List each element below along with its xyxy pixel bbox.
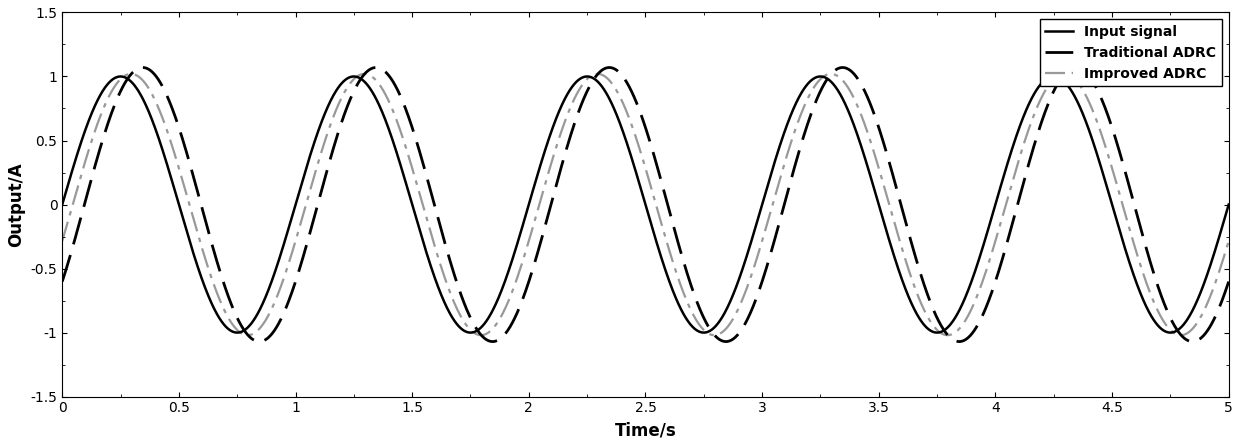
- Y-axis label: Output/A: Output/A: [7, 162, 25, 247]
- Traditional ADRC: [1221, 279, 1236, 284]
- Input signal: [501, 269, 516, 275]
- Traditional ADRC: [925, 306, 940, 311]
- Input signal: [755, 202, 770, 207]
- Improved ADRC: [267, 300, 281, 306]
- Improved ADRC: [1014, 149, 1029, 154]
- Line: Input signal: Input signal: [62, 76, 1229, 333]
- Input signal: [1221, 202, 1236, 207]
- Traditional ADRC: [1014, 187, 1029, 193]
- Line: Improved ADRC: Improved ADRC: [62, 74, 1229, 335]
- Input signal: [925, 329, 940, 334]
- Improved ADRC: [1221, 238, 1236, 244]
- Traditional ADRC: [1185, 339, 1200, 344]
- Traditional ADRC: [755, 279, 770, 285]
- Improved ADRC: [755, 239, 770, 244]
- Legend: Input signal, Traditional ADRC, Improved ADRC: Input signal, Traditional ADRC, Improved…: [1039, 19, 1221, 87]
- Traditional ADRC: [55, 279, 69, 284]
- Improved ADRC: [124, 71, 139, 77]
- Improved ADRC: [55, 238, 69, 244]
- Traditional ADRC: [813, 87, 828, 93]
- Improved ADRC: [1173, 332, 1188, 338]
- X-axis label: Time/s: Time/s: [615, 421, 676, 439]
- Input signal: [1014, 119, 1029, 124]
- Improved ADRC: [925, 322, 940, 328]
- Input signal: [1163, 330, 1178, 335]
- Improved ADRC: [501, 299, 516, 305]
- Improved ADRC: [813, 76, 828, 81]
- Input signal: [55, 202, 69, 207]
- Traditional ADRC: [501, 327, 516, 333]
- Input signal: [813, 74, 828, 79]
- Traditional ADRC: [135, 65, 150, 70]
- Line: Traditional ADRC: Traditional ADRC: [62, 67, 1229, 342]
- Input signal: [113, 74, 128, 79]
- Input signal: [267, 271, 281, 277]
- Traditional ADRC: [267, 328, 281, 333]
